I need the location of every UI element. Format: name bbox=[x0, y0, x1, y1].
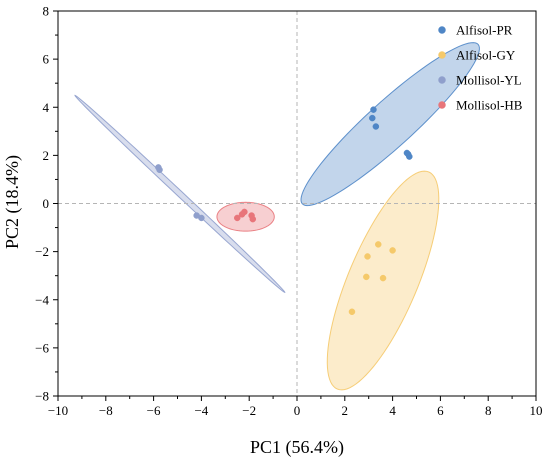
x-tick-label: 10 bbox=[530, 403, 543, 418]
data-point-alfisol-pr bbox=[372, 123, 380, 130]
data-point-alfisol-gy bbox=[348, 308, 356, 316]
data-point-alfisol-pr bbox=[404, 150, 412, 158]
data-point-alfisol-gy bbox=[363, 273, 370, 281]
data-point-alfisol-pr bbox=[369, 114, 376, 122]
ellipse-mollisol-yl bbox=[74, 94, 286, 293]
y-tick-label: −8 bbox=[35, 389, 49, 404]
x-tick-label: −4 bbox=[194, 403, 208, 418]
x-tick-label: −10 bbox=[48, 403, 68, 418]
legend-label: Alfisol-GY bbox=[456, 48, 516, 63]
y-tick-label: 0 bbox=[43, 196, 50, 211]
data-point-mollisol-hb bbox=[238, 211, 246, 218]
x-tick-label: 6 bbox=[437, 403, 444, 418]
confidence-ellipses bbox=[74, 42, 480, 391]
data-points bbox=[155, 106, 413, 316]
x-tick-label: −2 bbox=[242, 403, 256, 418]
x-axis-title: PC1 (56.4%) bbox=[250, 437, 344, 458]
y-tick-label: −6 bbox=[35, 340, 49, 355]
legend: Alfisol-PR Alfisol-GY Mollisol-YL Mollisol-… bbox=[438, 23, 523, 113]
legend-label: Mollisol-HB bbox=[456, 98, 523, 113]
x-tick-label: 8 bbox=[485, 403, 492, 418]
reference-lines bbox=[58, 11, 536, 396]
data-point-mollisol-hb bbox=[234, 214, 241, 222]
y-tick-label: 8 bbox=[43, 4, 50, 19]
x-tick-label: −8 bbox=[99, 403, 113, 418]
y-axis-title: PC2 (18.4%) bbox=[2, 155, 23, 249]
legend-marker-mollisol-hb bbox=[438, 101, 446, 109]
data-point-alfisol-pr bbox=[370, 106, 377, 113]
y-tick-label: 4 bbox=[43, 100, 50, 115]
data-point-mollisol-hb bbox=[249, 215, 257, 223]
data-point-alfisol-gy bbox=[379, 274, 387, 282]
data-point-alfisol-gy bbox=[375, 241, 382, 248]
legend-label: Mollisol-YL bbox=[456, 73, 522, 88]
legend-marker-mollisol-yl bbox=[438, 76, 446, 84]
y-tick-label: −4 bbox=[35, 292, 49, 307]
legend-marker-alfisol-gy bbox=[438, 51, 446, 59]
data-point-alfisol-gy bbox=[364, 253, 371, 260]
data-point-mollisol-yl bbox=[156, 166, 163, 174]
data-point-mollisol-yl bbox=[198, 214, 205, 222]
x-tick-label: 0 bbox=[294, 403, 301, 418]
ellipse-alfisol-pr bbox=[300, 42, 480, 207]
x-tick-label: −6 bbox=[147, 403, 161, 418]
legend-marker-alfisol-pr bbox=[438, 26, 446, 34]
x-tick-label: 2 bbox=[342, 403, 349, 418]
data-point-alfisol-gy bbox=[389, 247, 396, 254]
legend-label: Alfisol-PR bbox=[456, 23, 513, 38]
y-tick-label: 2 bbox=[43, 148, 50, 163]
y-tick-label: 6 bbox=[43, 52, 50, 67]
ellipse-mollisol-hb bbox=[216, 201, 275, 232]
y-tick-label: −2 bbox=[35, 244, 49, 259]
x-tick-label: 4 bbox=[389, 403, 396, 418]
